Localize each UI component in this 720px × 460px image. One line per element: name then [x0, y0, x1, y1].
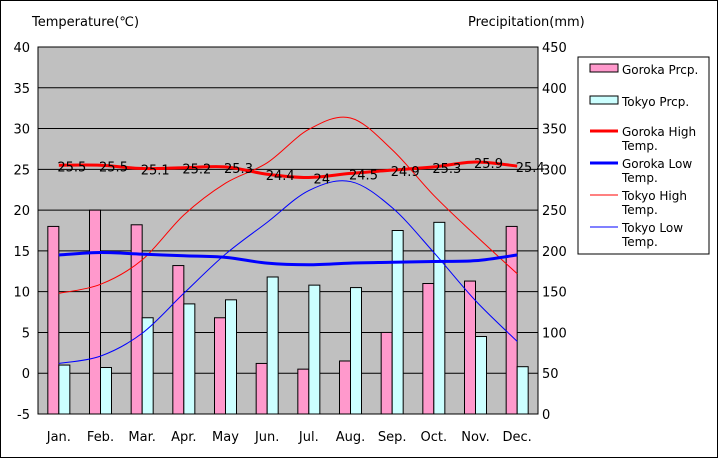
data-label: 24.9 [391, 165, 420, 180]
data-label: 25.3 [432, 162, 461, 177]
left-tick-label: 30 [13, 123, 30, 138]
x-tick-label: Jul. [298, 430, 319, 445]
data-label: 24 [314, 172, 331, 187]
right-axis-title: Precipitation(mm) [468, 15, 585, 30]
x-tick-label: Dec. [503, 430, 532, 445]
left-tick-label: 10 [13, 286, 30, 301]
tokyo-high-temp-line [58, 116, 518, 294]
goroka-prcp-bar [89, 209, 101, 415]
left-tick-label: 25 [13, 163, 30, 178]
data-label: 24.4 [266, 169, 295, 184]
plot-area [38, 47, 538, 414]
right-tick-label: 50 [542, 367, 559, 382]
x-tick-label: Mar. [128, 430, 155, 445]
tokyo-prcp-bar [391, 230, 404, 415]
right-tick-label: 150 [542, 286, 567, 301]
data-label: 24.5 [349, 168, 378, 183]
right-tick-label: 100 [542, 326, 567, 341]
tokyo-prcp-bar [433, 221, 446, 415]
legend-swatch [589, 63, 619, 73]
data-label: 25.5 [57, 160, 86, 175]
goroka-high-temp-line [58, 160, 518, 179]
x-tick-label: Jan. [46, 430, 71, 445]
data-label: 25.4 [516, 161, 545, 176]
right-tick-label: 350 [542, 123, 567, 138]
legend-label: Tokyo Low Temp. [621, 221, 683, 249]
data-label: 25.1 [141, 164, 170, 179]
right-tick-label: 250 [542, 204, 567, 219]
tokyo-prcp-bar [308, 284, 321, 415]
left-tick-label: 0 [22, 367, 30, 382]
x-tick-label: Sep. [378, 430, 407, 445]
right-tick-label: 200 [542, 245, 567, 260]
data-label: 25.2 [182, 163, 211, 178]
left-axis-title: Temperature(℃) [31, 15, 139, 30]
left-tick-label: 5 [22, 326, 30, 341]
goroka-prcp-bar [339, 360, 351, 415]
goroka-low-temp-line [58, 251, 518, 267]
tokyo-prcp-bar [100, 367, 112, 415]
x-tick-label: Feb. [87, 430, 114, 445]
right-tick-label: 450 [542, 41, 567, 56]
right-tick-label: 400 [542, 82, 567, 97]
tokyo-prcp-bar [266, 276, 279, 415]
goroka-prcp-bar [297, 368, 310, 415]
left-tick-label: 40 [13, 41, 30, 56]
tokyo-prcp-bar [183, 303, 196, 415]
data-label: 25.5 [99, 160, 128, 175]
left-tick-label: 20 [13, 204, 30, 219]
goroka-prcp-bar [47, 225, 60, 415]
legend-label: Tokyo Prcp. [621, 95, 689, 109]
x-tick-label: Apr. [171, 430, 196, 445]
left-tick-label: -5 [17, 408, 30, 423]
legend-label: Goroka Low Temp. [621, 157, 692, 185]
goroka-prcp-bar [214, 317, 226, 415]
x-tick-label: May [212, 430, 239, 445]
goroka-prcp-bar [464, 280, 476, 415]
tokyo-prcp-bar [58, 364, 71, 415]
goroka-prcp-bar [422, 283, 435, 415]
goroka-prcp-bar [255, 362, 268, 415]
data-label: 25.3 [224, 162, 253, 177]
x-tick-label: Aug. [336, 430, 366, 445]
right-tick-label: 0 [542, 408, 550, 423]
tokyo-prcp-bar [225, 299, 237, 415]
x-tick-label: Nov. [461, 430, 490, 445]
legend-box [577, 56, 710, 255]
x-tick-label: Oct. [421, 430, 448, 445]
legend-label: Goroka High Temp. [621, 125, 696, 153]
tokyo-prcp-bar [350, 287, 362, 415]
tokyo-prcp-bar [516, 366, 529, 415]
left-tick-label: 15 [13, 245, 30, 260]
legend-label: Goroka Prcp. [622, 63, 698, 77]
goroka-prcp-bar [172, 265, 185, 415]
goroka-prcp-bar [380, 331, 393, 415]
tokyo-prcp-bar [475, 336, 487, 415]
right-tick-label: 300 [542, 163, 567, 178]
x-tick-label: Jun. [254, 430, 279, 445]
legend-swatch [589, 95, 619, 105]
left-tick-label: 35 [13, 82, 30, 97]
legend-label: Tokyo High Temp. [621, 189, 687, 217]
tokyo-low-temp-line [58, 180, 518, 364]
plot-border [37, 46, 539, 415]
data-label: 25.9 [474, 157, 503, 172]
